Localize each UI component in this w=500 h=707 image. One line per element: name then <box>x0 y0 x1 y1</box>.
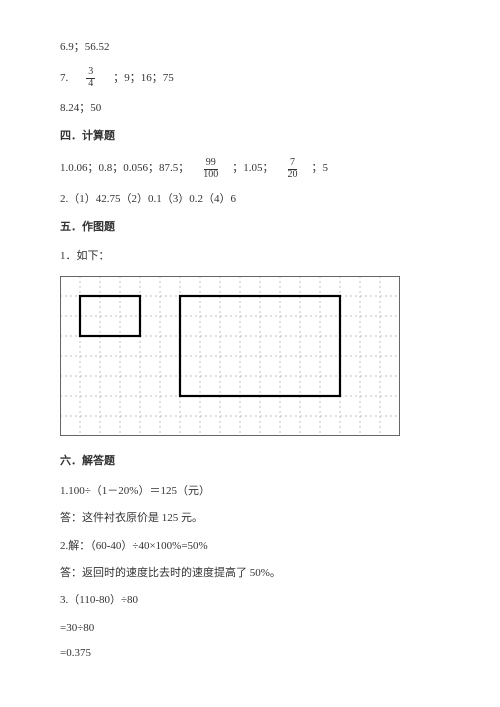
sec5-q1: 1．如下： <box>60 249 440 264</box>
heading-text: 五．作图题 <box>60 221 115 233</box>
text: 2.解：（60-40）÷40×100%=50% <box>60 539 208 554</box>
sec4-q2: 2.（1）42.75（2）0.1（3）0.2（4）6 <box>60 192 440 207</box>
numerator: 99 <box>204 158 218 170</box>
sec4-q1: 1.0.06；0.8；0.056；87.5； 99 100 ；1.05； 7 2… <box>60 158 440 180</box>
denominator: 4 <box>86 79 95 90</box>
text: 3.（110-80）÷80 <box>60 593 138 608</box>
fraction-99-100: 99 100 <box>201 158 220 180</box>
numerator: 7 <box>288 158 297 170</box>
section-6-heading: 六．解答题 <box>60 454 440 469</box>
text: 1.100÷（1－20%）＝125（元） <box>60 484 210 499</box>
section-5-heading: 五．作图题 <box>60 220 440 235</box>
sec6-l2: 2.解：（60-40）÷40×100%=50% <box>60 539 440 554</box>
answer-line-7: 7. 3 4 ；9；16；75 <box>60 67 440 89</box>
figure-grid-wrap <box>60 276 440 436</box>
heading-text: 六．解答题 <box>60 455 115 467</box>
figure-grid <box>60 276 400 436</box>
sec6-l1a: 答：这件衬衣原价是 125 元。 <box>60 511 440 526</box>
sec6-l3a: =30÷80 <box>60 621 440 636</box>
sec6-l1: 1.100÷（1－20%）＝125（元） <box>60 484 440 499</box>
suffix: ；9；16；75 <box>113 71 174 86</box>
denominator: 20 <box>286 170 300 181</box>
answer-line-8: 8.24；50 <box>60 101 440 116</box>
text: 1．如下： <box>60 249 110 264</box>
denominator: 100 <box>201 170 220 181</box>
prefix: 7. <box>60 71 68 86</box>
text: 6.9；56.52 <box>60 40 110 55</box>
part-a: 1.0.06；0.8；0.056；87.5； <box>60 161 189 176</box>
fraction-3-4: 3 4 <box>86 67 95 89</box>
answer-line-6: 6.9；56.52 <box>60 40 440 55</box>
sec6-l3b: =0.375 <box>60 646 440 661</box>
text: 答：返回时的速度比去时的速度提高了 50%。 <box>60 566 281 581</box>
fraction-7-20: 7 20 <box>286 158 300 180</box>
text: 2.（1）42.75（2）0.1（3）0.2（4）6 <box>60 192 236 207</box>
part-b: ；1.05； <box>232 161 273 176</box>
sec6-l3: 3.（110-80）÷80 <box>60 593 440 608</box>
sec6-l2a: 答：返回时的速度比去时的速度提高了 50%。 <box>60 566 440 581</box>
section-4-heading: 四．计算题 <box>60 129 440 144</box>
text: =30÷80 <box>60 621 94 636</box>
text: 答：这件衬衣原价是 125 元。 <box>60 511 203 526</box>
heading-text: 四．计算题 <box>60 130 115 142</box>
part-c: ；5 <box>312 161 329 176</box>
text: =0.375 <box>60 646 91 661</box>
text: 8.24；50 <box>60 101 101 116</box>
